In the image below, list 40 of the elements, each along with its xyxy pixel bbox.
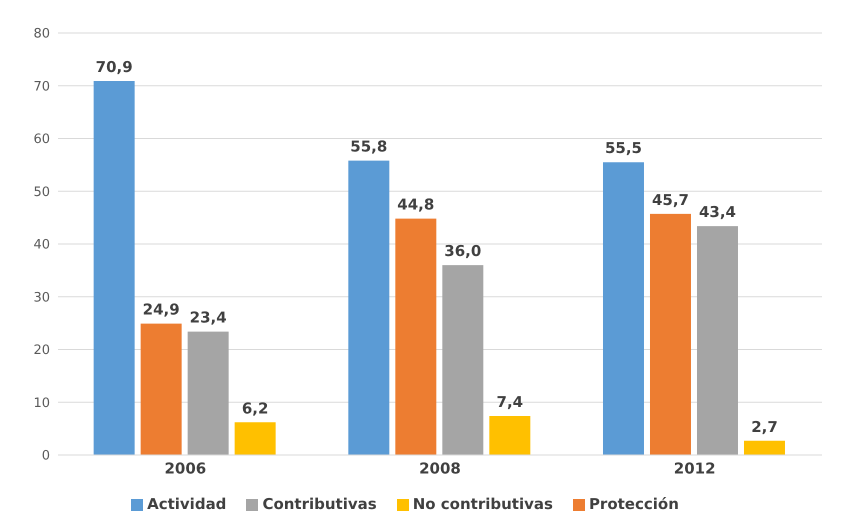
data-label: 55,5	[604, 139, 642, 158]
y-tick-label: 30	[33, 290, 50, 306]
x-tick-label: 2006	[164, 460, 206, 478]
data-label: 45,7	[652, 190, 689, 209]
data-label: 44,8	[397, 196, 434, 214]
bar	[744, 440, 785, 455]
data-label: 70,9	[96, 58, 133, 76]
y-tick-label: 20	[33, 343, 50, 358]
data-label: 36,0	[444, 242, 482, 260]
data-label: 43,4	[698, 203, 736, 222]
bar	[348, 160, 390, 455]
y-tick-label: 80	[33, 26, 50, 42]
bar	[140, 324, 182, 455]
legend-label: Actividad	[147, 495, 226, 513]
legend-label: No contributivas	[412, 495, 553, 513]
bar	[442, 265, 484, 455]
y-tick-label: 70	[33, 79, 50, 94]
y-tick-label: 50	[33, 184, 50, 200]
legend-label: Contributivas	[262, 495, 377, 513]
y-tick-label: 0	[42, 448, 50, 464]
y-tick-label: 10	[33, 396, 50, 411]
bar	[188, 332, 229, 455]
bar	[696, 226, 738, 455]
y-tick-label: 60	[33, 132, 50, 148]
data-label: 7,4	[496, 392, 524, 411]
bar	[234, 422, 276, 455]
data-label: 55,8	[350, 138, 388, 156]
bar	[650, 214, 691, 455]
bar	[94, 81, 135, 455]
data-label: 23,4	[190, 308, 227, 327]
data-label: 6,2	[242, 399, 268, 418]
data-label: 24,9	[142, 300, 180, 319]
x-tick-label: 2008	[419, 460, 461, 478]
bar	[489, 416, 530, 455]
x-tick-label: 2012	[674, 460, 716, 478]
bar	[602, 162, 644, 455]
bar	[395, 218, 436, 455]
y-tick-label: 40	[33, 238, 50, 253]
data-label: 2,7	[751, 418, 778, 436]
legend-label: Protección	[588, 495, 679, 513]
